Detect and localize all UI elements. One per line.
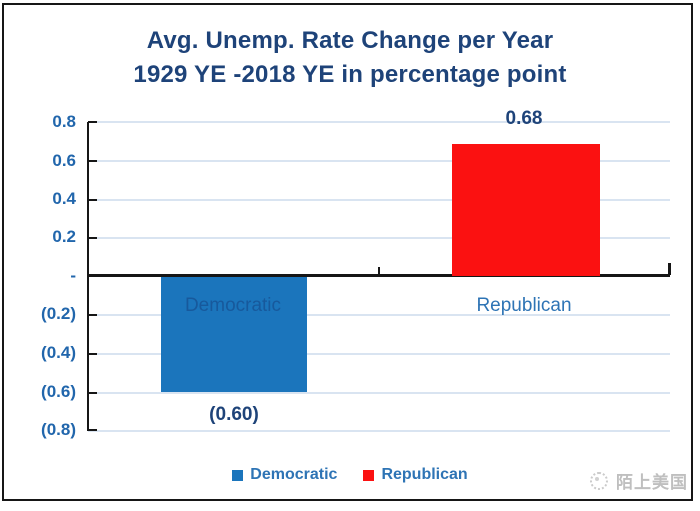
gridline-neg-0.4 (88, 353, 670, 355)
chart-title-line-1: Avg. Unemp. Rate Change per Year (146, 27, 554, 54)
y-axis-tick (88, 353, 97, 355)
category-label-republican: Republican (476, 295, 572, 316)
y-tick-label: (0.6) (41, 382, 76, 401)
watermark-logo-icon (590, 471, 608, 490)
chart-title-line-2: 1929 YE -2018 YE in percentage point (133, 61, 567, 88)
legend: Democratic Republican (0, 466, 700, 484)
value-label-republican: 0.68 (505, 108, 543, 129)
y-tick-label: 0.8 (52, 112, 76, 131)
watermark-text: 陌上美国 (616, 473, 688, 492)
x-axis-end-tick (668, 263, 671, 275)
legend-swatch-republican-icon (363, 469, 375, 481)
gridline-0.4 (88, 199, 670, 201)
value-label-democratic: (0.60) (209, 404, 259, 425)
y-axis-tick (88, 429, 97, 431)
chart-title: Avg. Unemp. Rate Change per Year 1929 YE… (0, 24, 700, 92)
x-axis-middle-tick (378, 267, 380, 275)
legend-label-republican: Republican (381, 466, 468, 483)
y-tick-label: (0.8) (41, 420, 76, 439)
y-tick-label: 0.2 (52, 227, 76, 246)
gridline-neg-0.6 (88, 392, 670, 394)
legend-label-democratic: Democratic (250, 466, 338, 483)
image-border-frame (2, 3, 693, 501)
legend-swatch-democratic-icon (232, 469, 244, 481)
bar-democratic (161, 277, 307, 392)
y-tick-label: 0.6 (52, 151, 76, 170)
gridline-0.6 (88, 160, 670, 162)
gridline-0.8 (88, 121, 670, 123)
legend-item-republican: Republican (363, 466, 468, 484)
y-axis-tick (88, 392, 97, 394)
gridline-neg-0.8 (88, 430, 670, 432)
x-axis-zero-line (87, 274, 670, 277)
y-tick-label: - (70, 266, 76, 285)
category-label-democratic: Democratic (184, 295, 282, 316)
y-axis-tick (88, 237, 97, 239)
y-tick-label: 0.4 (52, 189, 76, 208)
y-axis-tick (88, 121, 97, 123)
watermark: 陌上美国 (590, 468, 688, 493)
bar-republican (452, 144, 600, 276)
gridline-neg-0.2 (88, 314, 670, 316)
y-axis-tick (88, 314, 97, 316)
y-axis-tick (88, 160, 97, 162)
y-tick-label: (0.4) (41, 343, 76, 362)
legend-item-democratic: Democratic (232, 466, 337, 484)
y-axis-tick (88, 199, 97, 201)
gridline-0.2 (88, 237, 670, 239)
y-tick-label: (0.2) (41, 304, 76, 323)
